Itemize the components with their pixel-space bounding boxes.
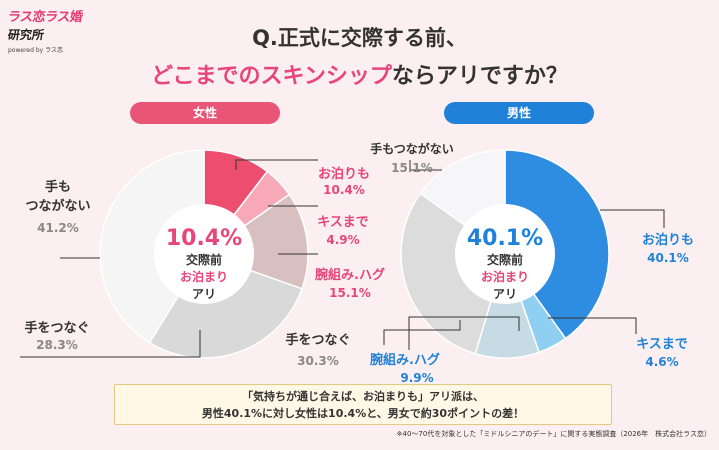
female-hold-value: 28.3% <box>36 338 78 352</box>
male-slice-stay <box>504 149 610 340</box>
question-line-2: どこまでのスキンシップならアリですか？ <box>0 58 719 90</box>
male-hold-leader <box>383 320 461 345</box>
male-hold-label: 手をつなぐ <box>285 332 350 348</box>
male-hug-value: 9.9% <box>400 371 433 385</box>
male-kiss-label: キスまで <box>636 337 688 352</box>
female-hold-leader <box>20 330 201 358</box>
male-nohold-label: 手もつながない <box>370 141 454 156</box>
female-slice-hold <box>148 253 303 359</box>
brand-logo: ラス恋ラス婚 研究所 powered by ラス恋 <box>7 6 100 58</box>
question-rest: ならアリですか？ <box>391 64 568 89</box>
male-center-line2: お泊まり <box>481 269 529 284</box>
male-kiss-value: 4.6% <box>645 355 678 369</box>
male-center-value: 40.1% <box>467 226 543 251</box>
female-center-line1: 交際前 <box>186 252 222 267</box>
female-hold-label: 手をつなぐ <box>24 320 89 336</box>
female-stay-value: 10.4% <box>323 183 365 197</box>
male-stay-value: 40.1% <box>647 251 689 265</box>
male-center-disc <box>455 204 555 304</box>
female-hug-value: 15.1% <box>329 286 371 300</box>
female-center-line2: お泊まり <box>180 269 228 284</box>
female-kiss-value: 4.9% <box>326 233 359 247</box>
female-nohold-label-1: 手も <box>45 179 71 195</box>
male-kiss-leader <box>548 317 637 334</box>
logo-tagline: powered by ラス恋 <box>8 47 63 54</box>
female-stay-label: お泊りも <box>318 166 370 182</box>
female-nohold-value: 41.2% <box>37 221 79 235</box>
female-center-disc <box>154 204 254 304</box>
male-hug-label: 腕組み.ハグ <box>370 352 440 368</box>
male-slice-hold <box>400 192 506 355</box>
male-nohold-leader <box>409 160 442 171</box>
female-slice-hug <box>202 193 309 290</box>
female-center-line3: アリ <box>192 287 216 301</box>
female-center-value: 10.4% <box>166 226 242 251</box>
female-stay-leader <box>235 159 318 170</box>
survey-footnote: ※40〜70代を対象とした「ミドルシニアのデート」に関する実態調査（2026年 … <box>396 430 711 438</box>
male-hold-value: 30.3% <box>297 354 339 368</box>
female-hug-label: 腕組み.ハグ <box>315 267 385 283</box>
male-nohold-value: 15.1% <box>391 161 433 175</box>
male-stay-label: お泊りも <box>642 232 694 248</box>
male-center-line1: 交際前 <box>487 252 523 267</box>
female-kiss-label: キスまで <box>317 215 369 230</box>
male-hug-leader <box>408 316 520 350</box>
male-panel-label: 男性 <box>444 102 594 124</box>
female-nohold-label-2: つながない <box>25 198 90 214</box>
summary-line-2: 男性40.1%に対し女性は10.4%と、男女で約30ポイントの差！ <box>201 407 525 420</box>
female-panel-label: 女性 <box>130 102 280 124</box>
male-center-line3: アリ <box>493 287 517 301</box>
question-line-1: Q.正式に交際する前、 <box>252 26 467 50</box>
question-highlight: どこまでのスキンシップ <box>151 64 392 89</box>
male-stay-leader <box>600 209 665 228</box>
summary-line-1: 「気持ちが通じ合えば、お泊まりも」アリ派は、 <box>242 390 484 403</box>
summary-box: 「気持ちが通じ合えば、お泊まりも」アリ派は、 男性40.1%に対し女性は10.4… <box>114 384 612 425</box>
